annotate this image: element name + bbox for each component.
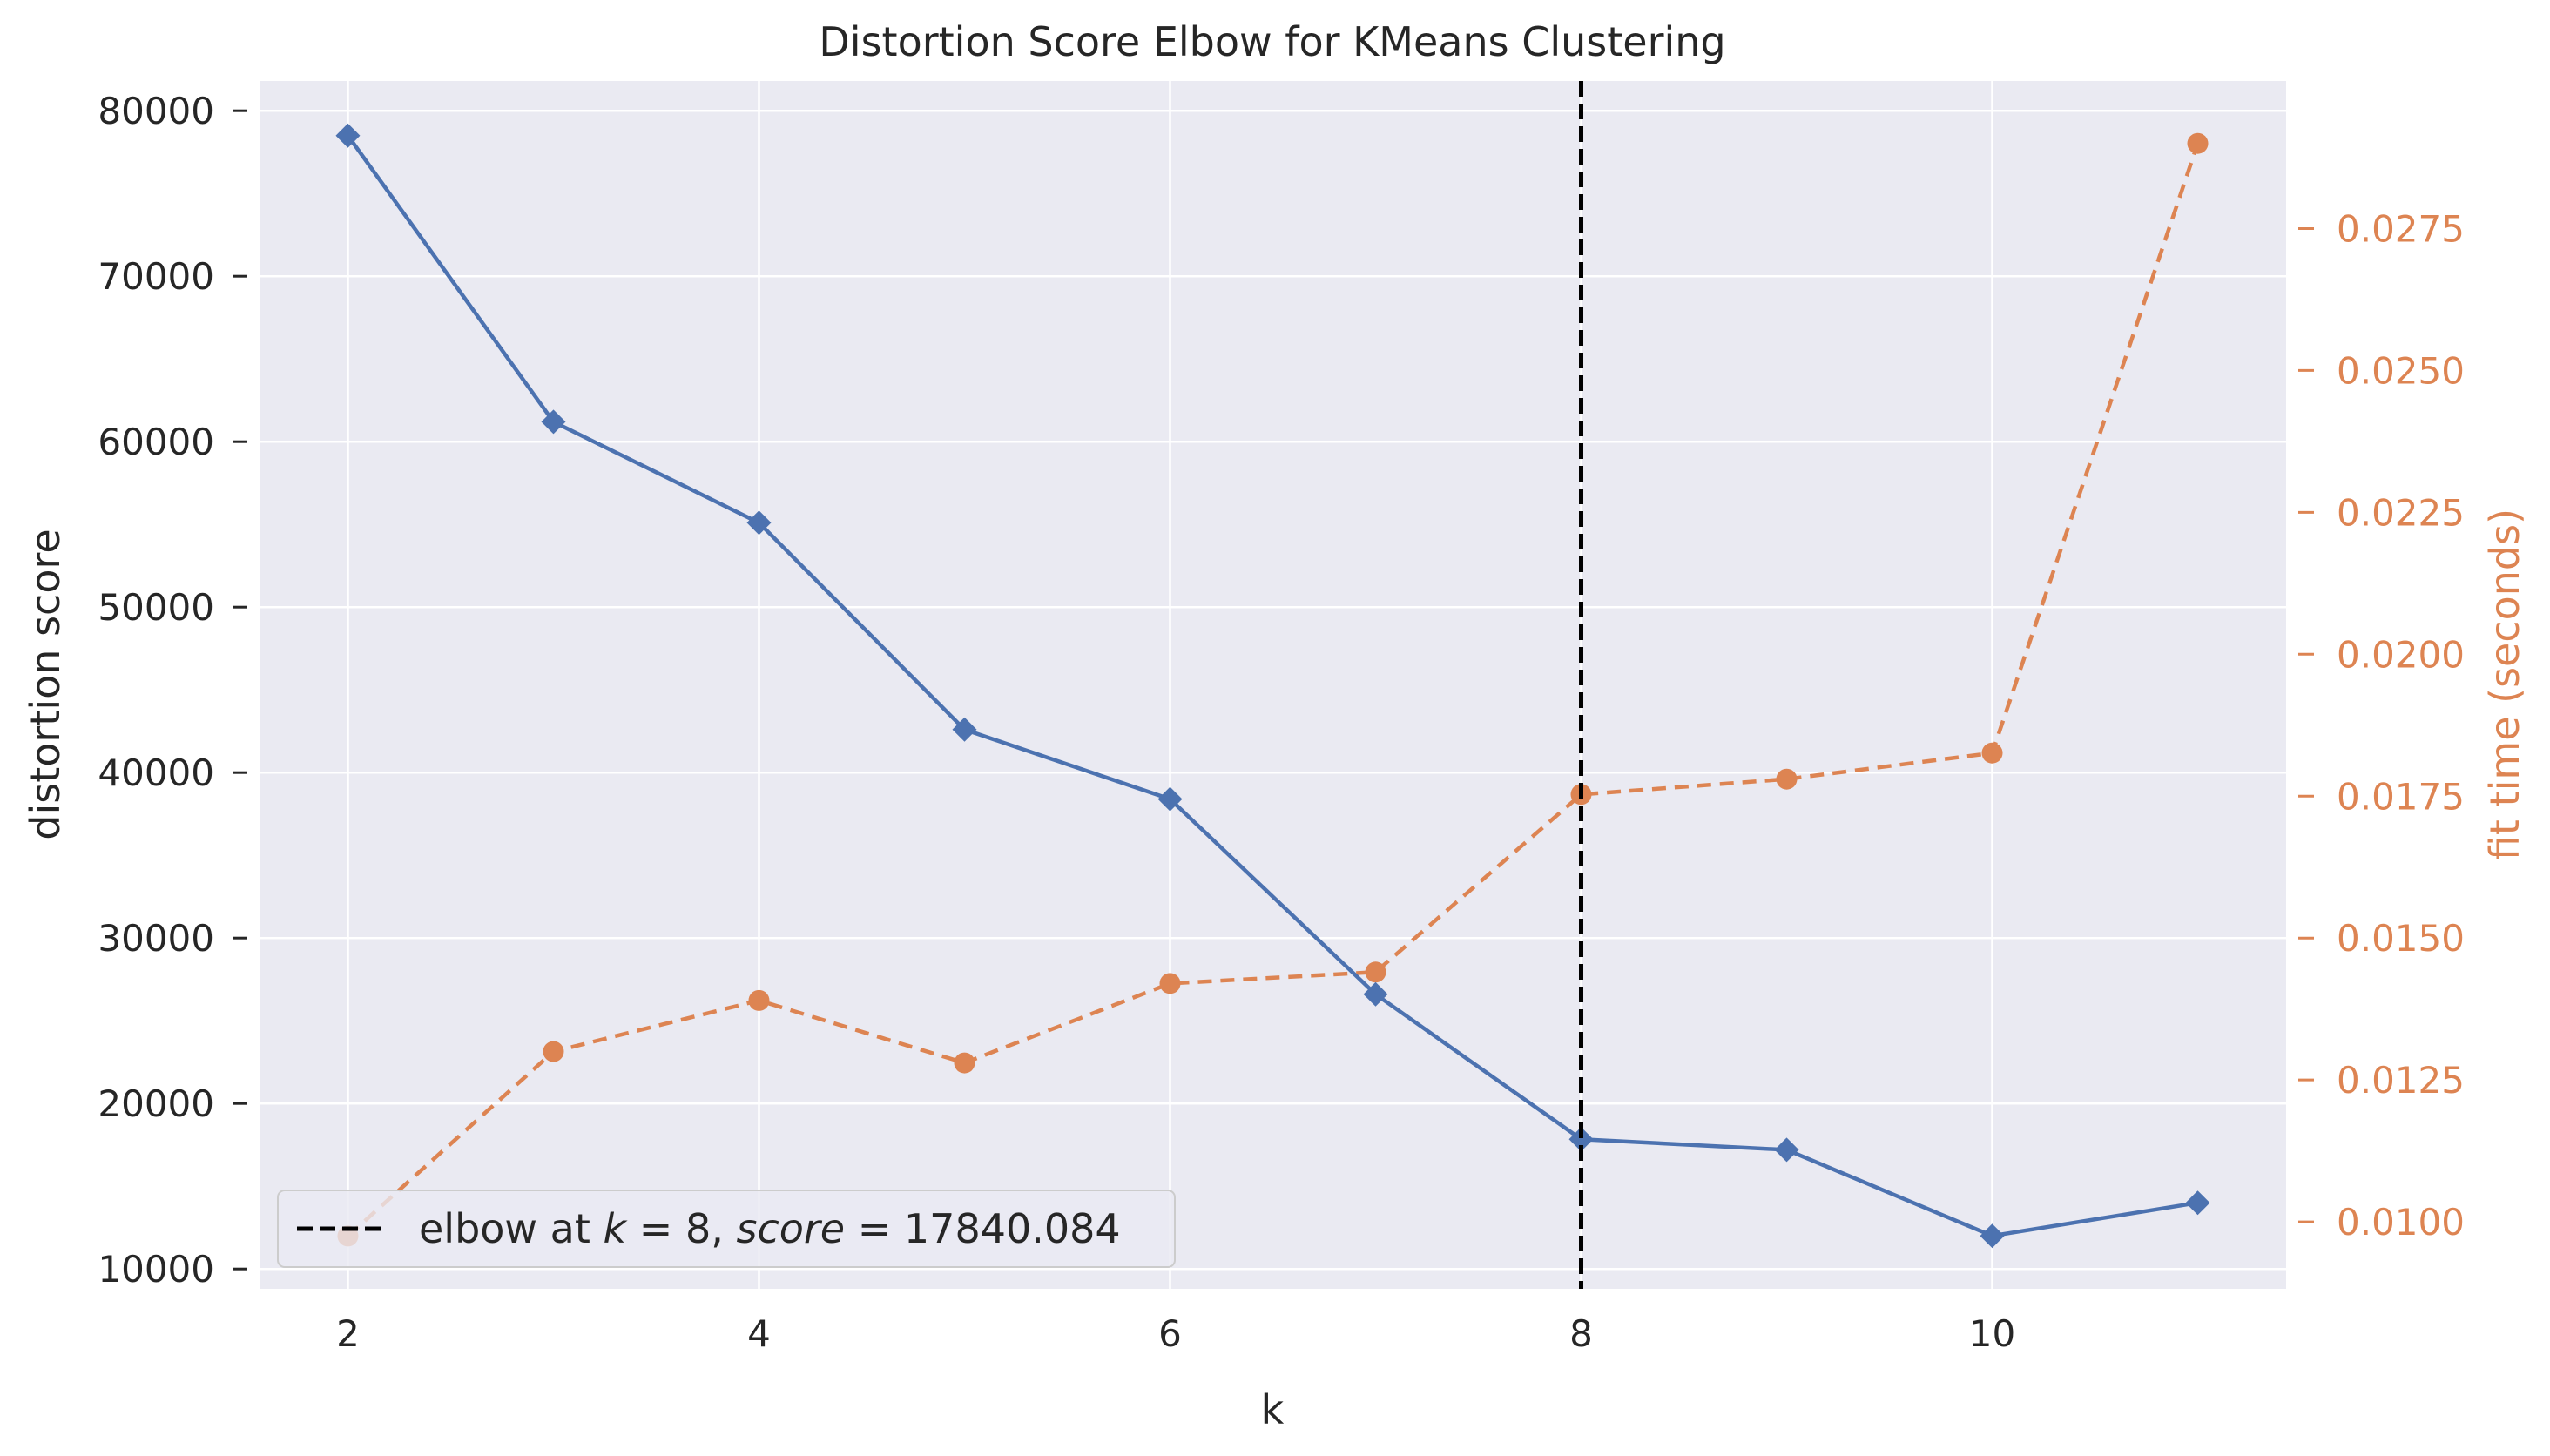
legend-score-value: 17840.084: [904, 1205, 1121, 1252]
fit-time-point: [1365, 961, 1386, 983]
left-axis: 10000 20000 30000 40000 50000 60000 70000 80000: [98, 90, 247, 1291]
y2-tick-label: 0.0150: [2337, 917, 2465, 960]
y-tick-label: 10000: [98, 1248, 214, 1291]
y2-tick-label: 0.0125: [2337, 1059, 2465, 1102]
distortion-point: [1980, 1223, 2005, 1249]
fit-time-point: [748, 989, 770, 1011]
x-axis-label: k: [1261, 1386, 1285, 1433]
y-tick-label: 20000: [98, 1082, 214, 1125]
y2-tick-label: 0.0225: [2337, 491, 2465, 534]
legend-equals-1: =: [626, 1205, 685, 1252]
distortion-point: [2185, 1190, 2210, 1216]
distortion-point: [1568, 1127, 1594, 1152]
legend-label: elbow at k = 8, score = 17840.084: [419, 1205, 1121, 1252]
series-group: [335, 81, 2210, 1289]
distortion-point: [952, 717, 977, 742]
y2-tick-label: 0.0100: [2337, 1201, 2465, 1244]
legend-score-symbol: score: [736, 1205, 845, 1252]
x-tick-label: 8: [1569, 1312, 1593, 1355]
legend-prefix: elbow at: [419, 1205, 604, 1252]
plot-background: [260, 81, 2286, 1289]
y2-tick-label: 0.0275: [2337, 207, 2465, 250]
y2-tick-label: 0.0175: [2337, 775, 2465, 818]
x-tick-label: 6: [1158, 1312, 1182, 1355]
chart-title: Distortion Score Elbow for KMeans Cluste…: [819, 18, 1725, 65]
y2-axis-label: fit time (seconds): [2481, 509, 2528, 860]
legend-comma: ,: [711, 1205, 736, 1252]
distortion-point: [1157, 786, 1183, 812]
distortion-line: [346, 134, 2198, 1238]
fit-time-point: [954, 1052, 975, 1074]
y-tick-label: 40000: [98, 752, 214, 794]
distortion-point: [746, 510, 772, 536]
bottom-axis: 2 4 6 8 10: [336, 1312, 2015, 1355]
y-tick-label: 60000: [98, 421, 214, 463]
legend: elbow at k = 8, score = 17840.084: [277, 1190, 1176, 1268]
y-tick-label: 80000: [98, 90, 214, 132]
fit-time-line: [346, 142, 2200, 1238]
fit-time-point: [1776, 768, 1798, 790]
x-tick-label: 4: [747, 1312, 771, 1355]
distortion-point: [1363, 981, 1388, 1007]
y-tick-label: 50000: [98, 586, 214, 629]
distortion-point: [541, 409, 566, 435]
fit-time-point: [2187, 132, 2209, 154]
fit-time-point: [543, 1041, 564, 1062]
distortion-point: [1774, 1137, 1799, 1163]
y2-tick-label: 0.0200: [2337, 633, 2465, 676]
distortion-point: [335, 123, 361, 148]
y-tick-label: 70000: [98, 255, 214, 298]
fit-time-point: [1159, 973, 1181, 994]
fit-time-point: [1981, 742, 2003, 764]
x-tick-label: 10: [1969, 1312, 2015, 1355]
x-tick-label: 2: [336, 1312, 360, 1355]
legend-k-symbol: k: [604, 1205, 629, 1252]
legend-k-value: 8: [685, 1205, 711, 1252]
legend-equals-2: =: [845, 1205, 904, 1252]
right-axis: 0.0100 0.0125 0.0150 0.0175 0.0200 0.0225 0.02…: [2298, 207, 2465, 1244]
y-tick-label: 30000: [98, 917, 214, 960]
y-axis-label: distortion score: [22, 529, 69, 839]
legend-box: [277, 1190, 1176, 1268]
y2-tick-label: 0.0250: [2337, 349, 2465, 392]
